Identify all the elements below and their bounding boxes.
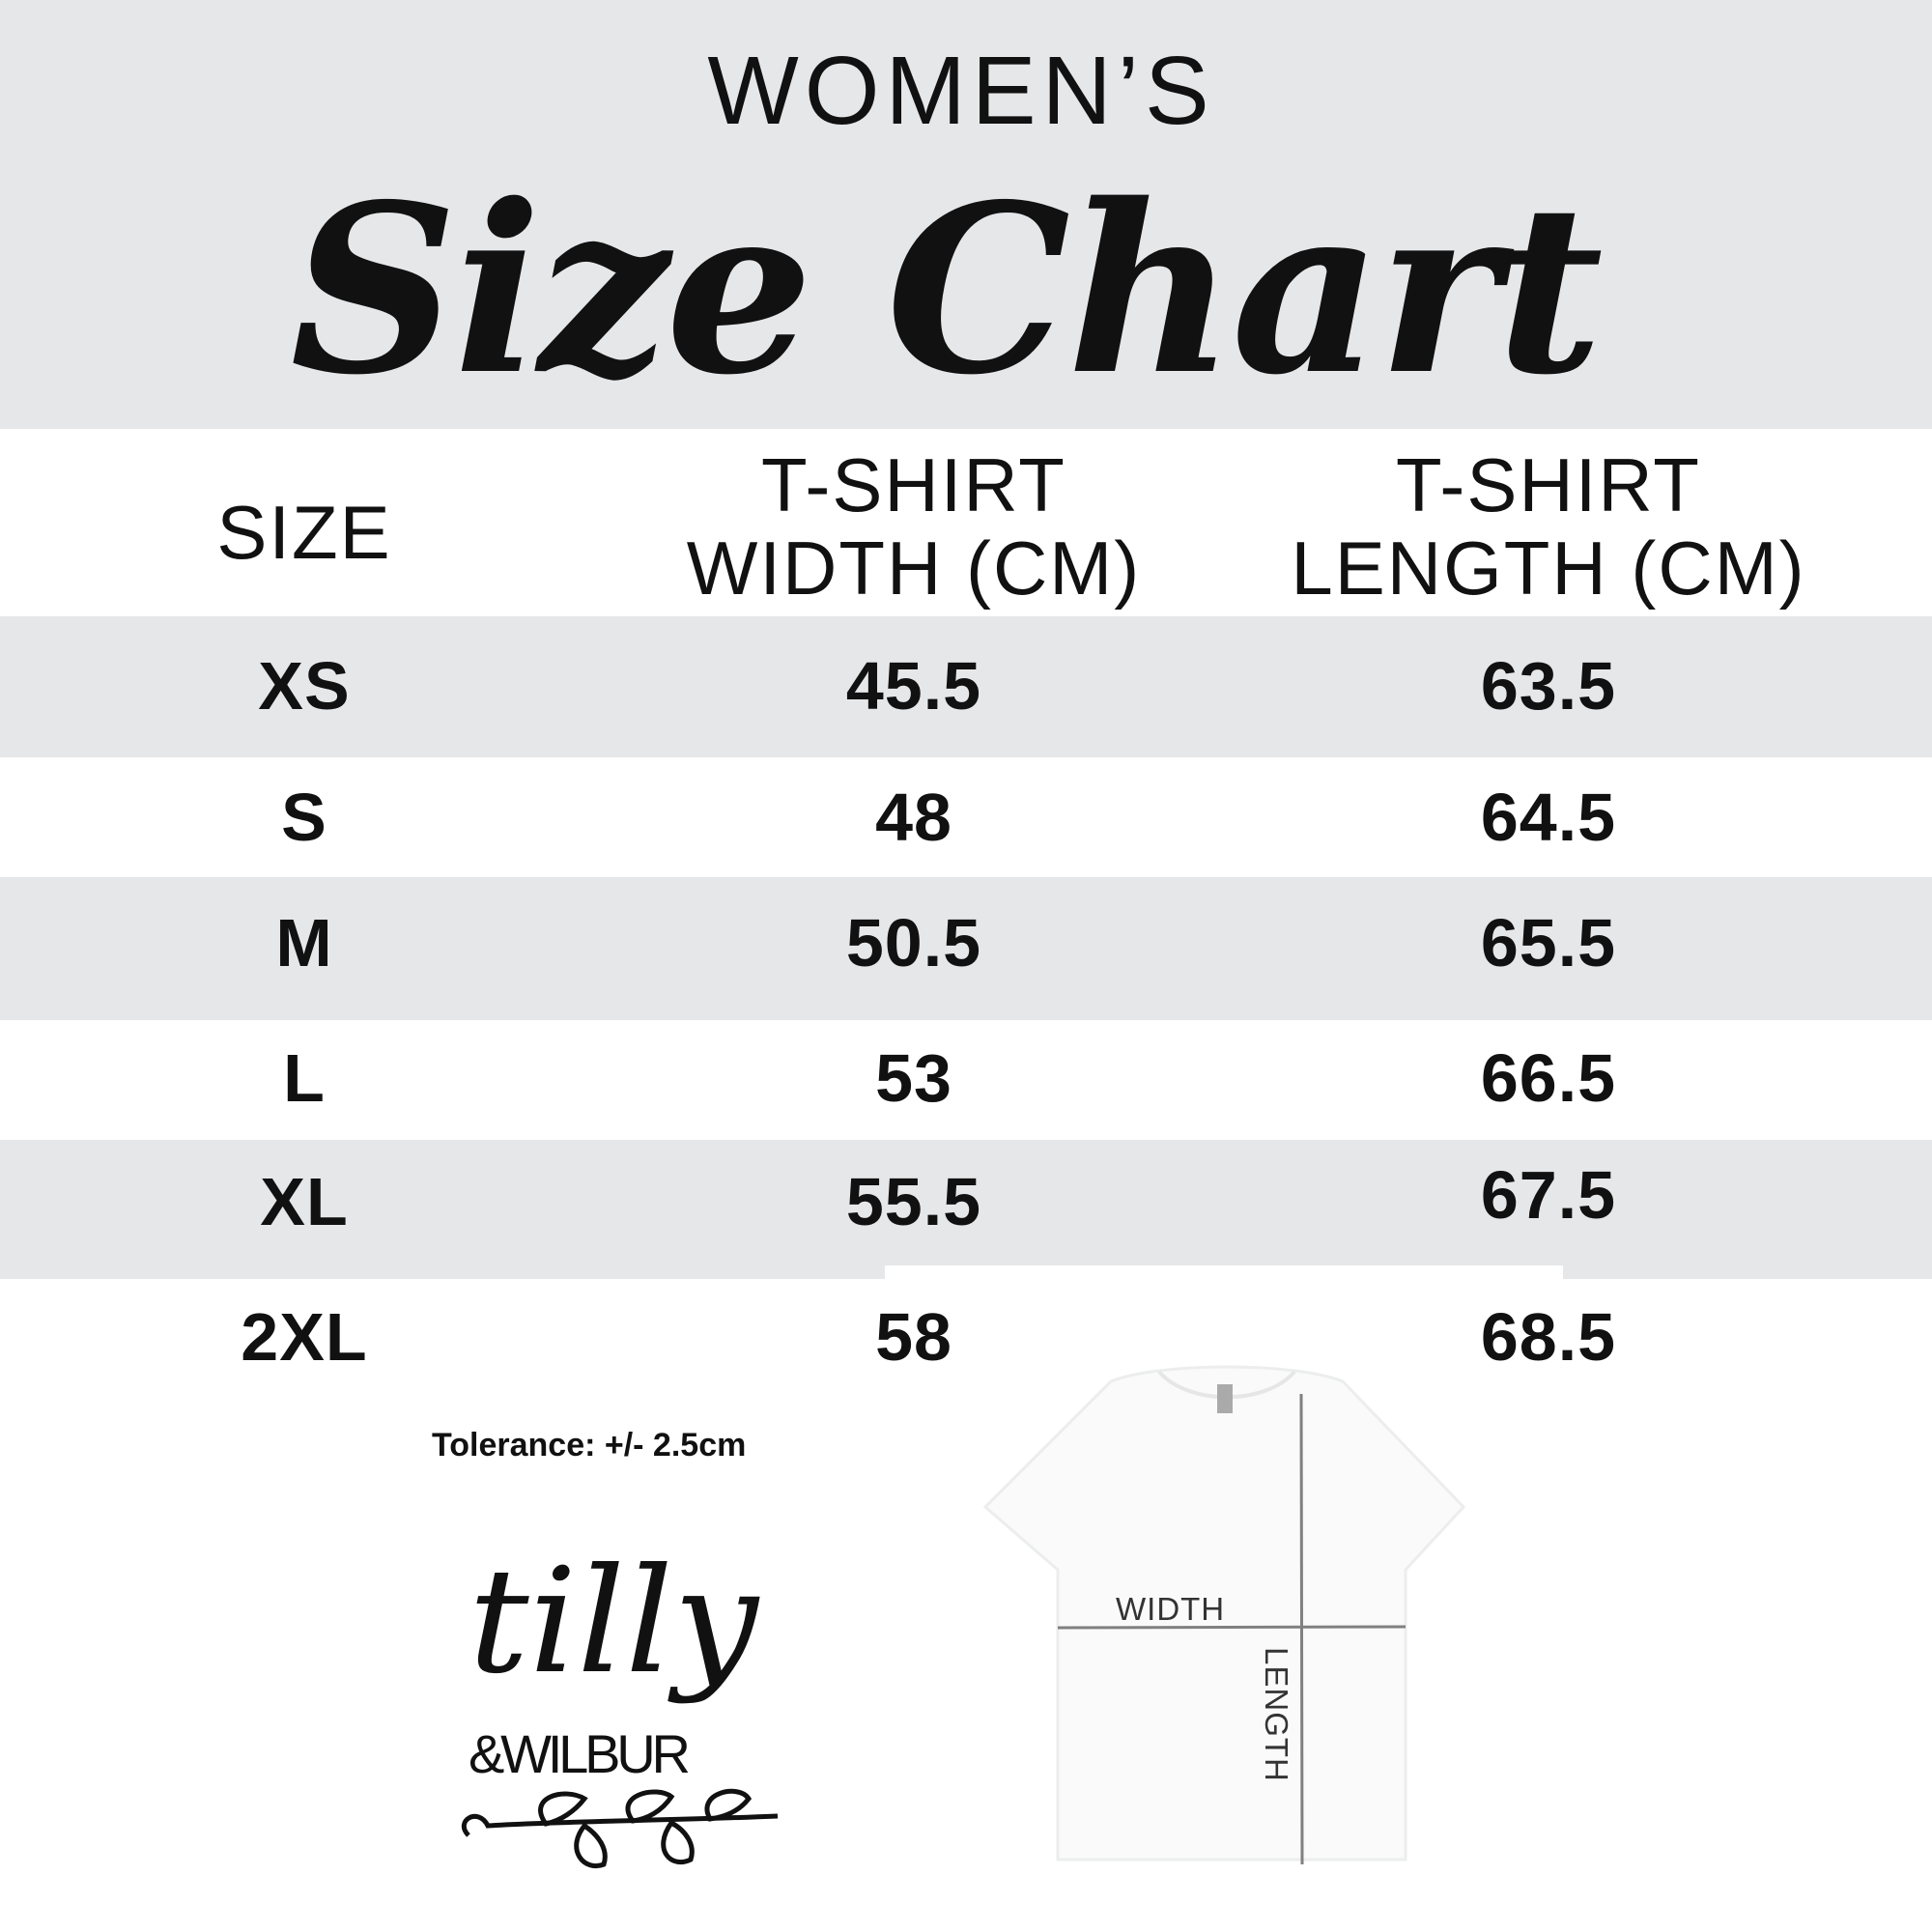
cell-size: XL xyxy=(260,1164,349,1239)
row-band-xl xyxy=(0,1140,1932,1279)
cell-length: 68.5 xyxy=(1480,1299,1617,1375)
row-band-xs xyxy=(0,616,1932,757)
cell-width: 48 xyxy=(875,780,952,855)
cell-length: 65.5 xyxy=(1480,905,1617,980)
title-size-chart: Size Chart xyxy=(290,154,1603,426)
tshirt-shape xyxy=(982,1365,1466,1861)
cell-size: L xyxy=(283,1040,326,1116)
cell-length: 67.5 xyxy=(1480,1157,1617,1233)
cell-size: S xyxy=(281,780,327,855)
cell-length: 66.5 xyxy=(1480,1040,1617,1116)
cell-width: 53 xyxy=(875,1040,952,1116)
cell-width: 50.5 xyxy=(845,905,982,980)
tshirt-diagram: WIDTH LENGTH xyxy=(982,1365,1466,1865)
band-notch xyxy=(885,1265,1563,1279)
cell-width: 45.5 xyxy=(845,648,982,724)
logo-text-wilbur: &WILBUR xyxy=(469,1723,691,1784)
logo-text-tilly: tilly xyxy=(469,1538,760,1706)
length-label: LENGTH xyxy=(1259,1647,1294,1782)
leaf-branch-icon xyxy=(461,1788,779,1868)
cell-width: 55.5 xyxy=(845,1164,982,1239)
cell-width: 58 xyxy=(875,1299,952,1375)
row-band-m xyxy=(0,877,1932,1020)
cell-length: 63.5 xyxy=(1480,648,1617,724)
col-header-size: SIZE xyxy=(216,490,392,575)
tilly-wilbur-logo: tilly &WILBUR xyxy=(461,1538,779,1868)
title-band xyxy=(0,0,1932,429)
tshirt-label-tag xyxy=(1217,1384,1233,1413)
title-womens: WOMEN’S xyxy=(707,37,1215,145)
cell-length: 64.5 xyxy=(1480,780,1617,855)
length-measure-line xyxy=(1299,1393,1304,1865)
width-measure-line xyxy=(1057,1625,1406,1630)
col-header-length: T-SHIRT LENGTH (CM) xyxy=(1291,442,1806,611)
col-header-width: T-SHIRT WIDTH (CM) xyxy=(686,442,1142,611)
width-label: WIDTH xyxy=(1116,1591,1225,1627)
cell-size: M xyxy=(275,905,333,980)
tolerance-note: Tolerance: +/- 2.5cm xyxy=(432,1427,747,1463)
cell-size: 2XL xyxy=(241,1299,368,1375)
cell-size: XS xyxy=(258,648,351,724)
